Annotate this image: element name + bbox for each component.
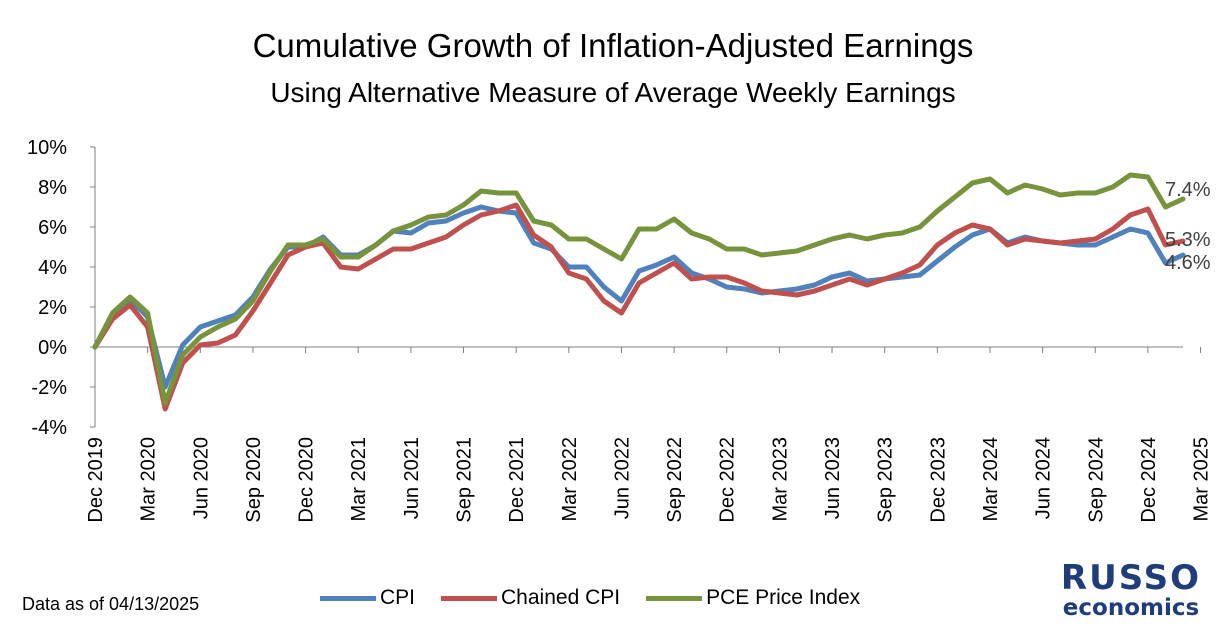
y-tick-label: 10% xyxy=(27,137,67,159)
line-chart: 10% 8% 6% 4% 2% 0% -2% -4% Dec 2019 Mar 2020 Jun 2… xyxy=(27,137,1213,523)
x-tick-label: Jun 2020 xyxy=(190,437,212,519)
y-tick-label: -2% xyxy=(31,377,67,399)
x-tick-label: Mar 2025 xyxy=(1191,437,1213,522)
legend-item-cpi: CPI xyxy=(320,586,415,610)
x-tick-label: Dec 2021 xyxy=(506,437,528,523)
x-tick-label: Dec 2024 xyxy=(1138,437,1160,523)
x-tick-label: Jun 2021 xyxy=(401,437,423,519)
legend-swatch-cpi xyxy=(320,595,376,601)
end-label-pce-price-index: 7.4% xyxy=(1165,179,1211,201)
legend-swatch-pce xyxy=(646,595,703,601)
russo-economics-logo: RUSSO economics xyxy=(1056,560,1206,620)
legend-swatch-chained-cpi xyxy=(441,595,498,601)
chart-subtitle: Using Alternative Measure of Average Wee… xyxy=(270,77,956,108)
x-tick-label: Sep 2024 xyxy=(1085,437,1107,523)
x-tick-label: Sep 2020 xyxy=(243,437,265,523)
series-line-pce-price-index xyxy=(92,172,1186,406)
series-line-cpi xyxy=(92,204,1186,390)
y-tick-label: 0% xyxy=(38,337,67,359)
end-label-chained-cpi: 5.3% xyxy=(1165,229,1211,251)
x-tick-label: Mar 2022 xyxy=(559,437,581,522)
chart-title: Cumulative Growth of Inflation-Adjusted … xyxy=(252,27,974,64)
y-tick-label: -4% xyxy=(31,417,67,439)
y-tick-label: 8% xyxy=(38,177,67,199)
x-tick-label: Jun 2022 xyxy=(611,437,633,519)
series-line-chained-cpi xyxy=(92,202,1186,412)
logo-wordmark: RUSSO xyxy=(1060,558,1202,598)
x-tick-label: Mar 2020 xyxy=(138,437,160,522)
x-tick-label: Dec 2022 xyxy=(717,437,739,523)
logo-subtext: economics xyxy=(1062,595,1200,621)
x-tick-label: Sep 2021 xyxy=(454,437,476,523)
x-tick-label: Mar 2024 xyxy=(980,437,1002,522)
x-tick-label: Dec 2023 xyxy=(927,437,949,523)
x-tick-label: Mar 2023 xyxy=(769,437,791,522)
y-tick-label: 2% xyxy=(38,297,67,319)
x-tick-label: Sep 2022 xyxy=(664,437,686,523)
legend-label-chained-cpi: Chained CPI xyxy=(501,586,621,609)
y-tick-label: 6% xyxy=(38,217,67,239)
end-label-cpi: 4.6% xyxy=(1165,252,1211,274)
x-tick-label: Dec 2019 xyxy=(85,437,107,523)
x-tick-label: Dec 2020 xyxy=(296,437,318,523)
legend-label-pce: PCE Price Index xyxy=(706,586,861,609)
x-tick-label: Mar 2021 xyxy=(348,437,370,522)
chart-legend: CPI Chained CPI PCE Price Index xyxy=(320,586,886,610)
legend-item-chained-cpi: Chained CPI xyxy=(441,586,620,610)
legend-item-pce: PCE Price Index xyxy=(646,586,860,610)
x-tick-label: Jun 2023 xyxy=(822,437,844,519)
x-tick-label: Jun 2024 xyxy=(1033,437,1055,519)
legend-label-cpi: CPI xyxy=(380,586,416,609)
y-tick-label: 4% xyxy=(38,257,67,279)
data-as-of-note: Data as of 04/13/2025 xyxy=(22,594,200,614)
x-tick-label: Sep 2023 xyxy=(875,437,897,523)
